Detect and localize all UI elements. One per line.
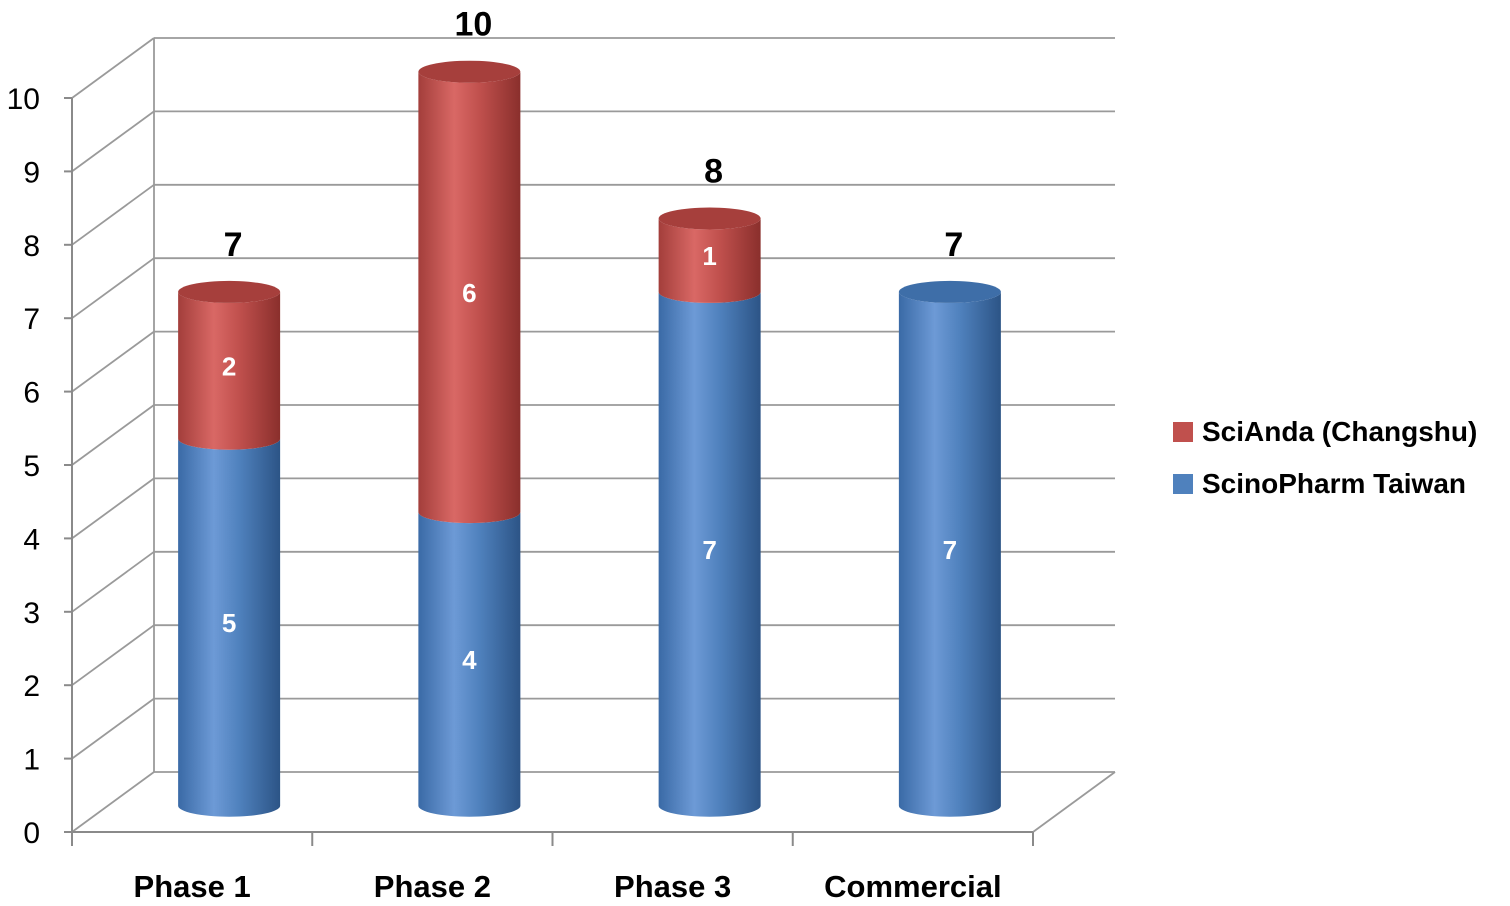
bar-segment	[178, 438, 281, 817]
segment-value-label: 6	[462, 278, 476, 308]
segment-value-label: 4	[462, 645, 477, 675]
bar-group: 7 1 8	[658, 153, 761, 817]
bar-top-cap	[898, 280, 1001, 303]
segment-value-label: 1	[702, 241, 716, 271]
gridline-side	[71, 624, 155, 686]
segment-value-label: 7	[943, 535, 957, 565]
gridline-side	[71, 37, 155, 99]
total-value-label: 7	[944, 226, 963, 264]
bar-group: 5 2 7	[178, 226, 281, 817]
legend-swatch-scinopharm	[1173, 474, 1193, 494]
total-value-label: 8	[704, 153, 723, 191]
gridline-side	[71, 697, 155, 760]
y-tick-label: 2	[23, 670, 40, 703]
segment-value-label: 7	[702, 535, 716, 565]
category-label: Commercial	[824, 869, 1001, 904]
legend-label-scinopharm: ScinoPharm Taiwan	[1202, 468, 1466, 499]
y-tick-label: 9	[23, 156, 40, 189]
y-tick-label: 6	[23, 377, 40, 410]
floor-edge	[1032, 771, 1116, 833]
gridline-side	[71, 330, 155, 393]
y-tick-label: 3	[23, 597, 40, 630]
legend-label-sicanda: SciAnda (Changshu)	[1202, 416, 1478, 447]
bar-segment	[658, 291, 761, 817]
bar-group: 77	[898, 226, 1001, 817]
y-tick-labels: 0 1 2 3 4 5 6 7 8 9 10	[7, 83, 40, 850]
bar-top-cap	[418, 60, 521, 83]
segment-value-label: 2	[222, 351, 236, 381]
bar-segment	[418, 71, 521, 524]
category-label: Phase 3	[614, 869, 731, 904]
gridline-side	[71, 771, 155, 833]
legend-swatch-sicanda	[1173, 422, 1193, 442]
category-label: Phase 1	[134, 869, 251, 904]
y-tick-label: 7	[23, 303, 40, 336]
gridline-side	[71, 551, 155, 613]
axes	[64, 97, 1034, 846]
gridline-side	[71, 404, 155, 466]
y-tick-label: 8	[23, 230, 40, 263]
gridline-side	[71, 184, 155, 246]
legend: SciAnda (Changshu) ScinoPharm Taiwan	[1173, 415, 1477, 519]
gridline-side	[71, 257, 155, 319]
legend-item-scinopharm: ScinoPharm Taiwan	[1173, 467, 1477, 501]
total-value-label: 7	[224, 226, 243, 264]
bar-segment	[658, 218, 761, 303]
bar-segment	[898, 291, 1001, 817]
legend-item-sicanda: SciAnda (Changshu)	[1173, 415, 1477, 449]
bar-segment	[178, 291, 281, 450]
bar-group: 4 6 10	[418, 6, 521, 817]
y-tick-label: 10	[7, 83, 40, 116]
total-value-label: 10	[454, 6, 492, 44]
bar-top-cap	[178, 280, 281, 303]
x-tick-labels: Phase 1 Phase 2 Phase 3 Commercial	[134, 869, 1002, 904]
y-tick-label: 4	[23, 523, 40, 556]
category-label: Phase 2	[374, 869, 491, 904]
gridline-side	[71, 110, 155, 173]
bar-segment	[418, 512, 521, 817]
bar-top-cap	[658, 207, 761, 230]
y-tick-label: 1	[23, 744, 40, 777]
segment-value-label: 5	[222, 608, 236, 638]
y-tick-label: 5	[23, 450, 40, 483]
gridline-side	[71, 477, 155, 540]
y-tick-label: 0	[23, 817, 40, 850]
